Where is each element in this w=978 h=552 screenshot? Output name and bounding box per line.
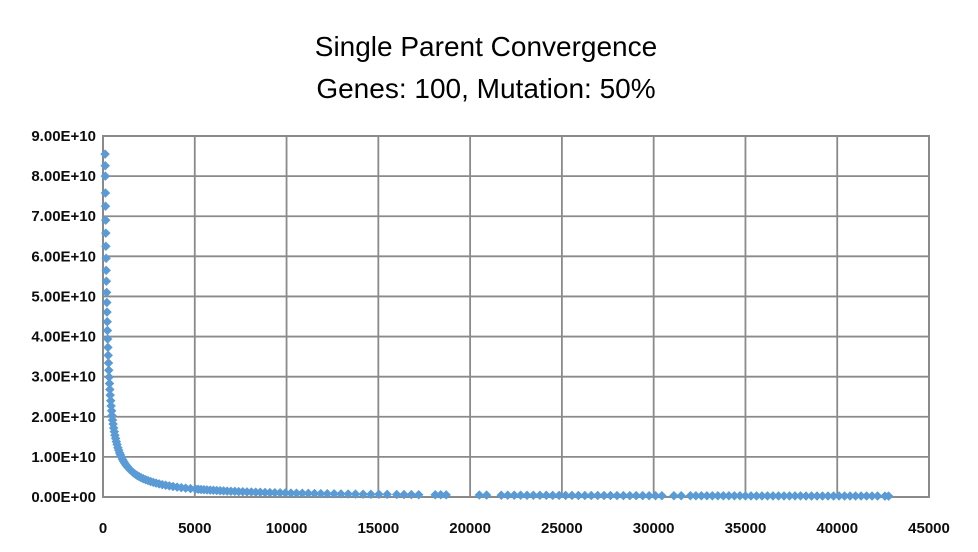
x-tick-label: 0 xyxy=(99,520,107,537)
x-tick-label: 20000 xyxy=(449,520,491,537)
data-point-markers xyxy=(100,149,894,501)
x-tick-label: 5000 xyxy=(178,520,211,537)
gridlines xyxy=(103,136,929,497)
y-tick-label: 6.00E+10 xyxy=(31,248,96,265)
y-tick-label: 8.00E+10 xyxy=(31,168,96,185)
x-axis-tick-labels: 0 5000 10000 15000 20000 25000 30000 35000 40000… xyxy=(99,520,950,537)
plot-area-border xyxy=(102,135,930,498)
x-tick-label: 30000 xyxy=(633,520,675,537)
chart-title: Single Parent Convergence xyxy=(315,31,657,62)
y-tick-label: 5.00E+10 xyxy=(31,288,96,305)
x-tick-label: 25000 xyxy=(541,520,583,537)
y-tick-label: 2.00E+10 xyxy=(31,409,96,426)
y-tick-label: 4.00E+10 xyxy=(31,329,96,346)
x-tick-label: 10000 xyxy=(266,520,308,537)
x-tick-label: 40000 xyxy=(816,520,858,537)
x-tick-label: 45000 xyxy=(908,520,950,537)
x-tick-label: 15000 xyxy=(357,520,399,537)
y-tick-label: 1.00E+10 xyxy=(31,449,96,466)
y-axis-tick-labels: 0.00E+00 1.00E+10 2.00E+10 3.00E+10 4.00E+10… xyxy=(31,128,96,506)
plot-border xyxy=(102,135,930,498)
chart-subtitle: Genes: 100, Mutation: 50% xyxy=(316,73,655,104)
y-tick-label: 3.00E+10 xyxy=(31,369,96,386)
y-tick-label: 7.00E+10 xyxy=(31,208,96,225)
x-tick-label: 35000 xyxy=(725,520,767,537)
scatter-series xyxy=(100,149,894,501)
y-tick-label: 9.00E+10 xyxy=(31,128,96,145)
y-tick-label: 0.00E+00 xyxy=(31,489,96,506)
